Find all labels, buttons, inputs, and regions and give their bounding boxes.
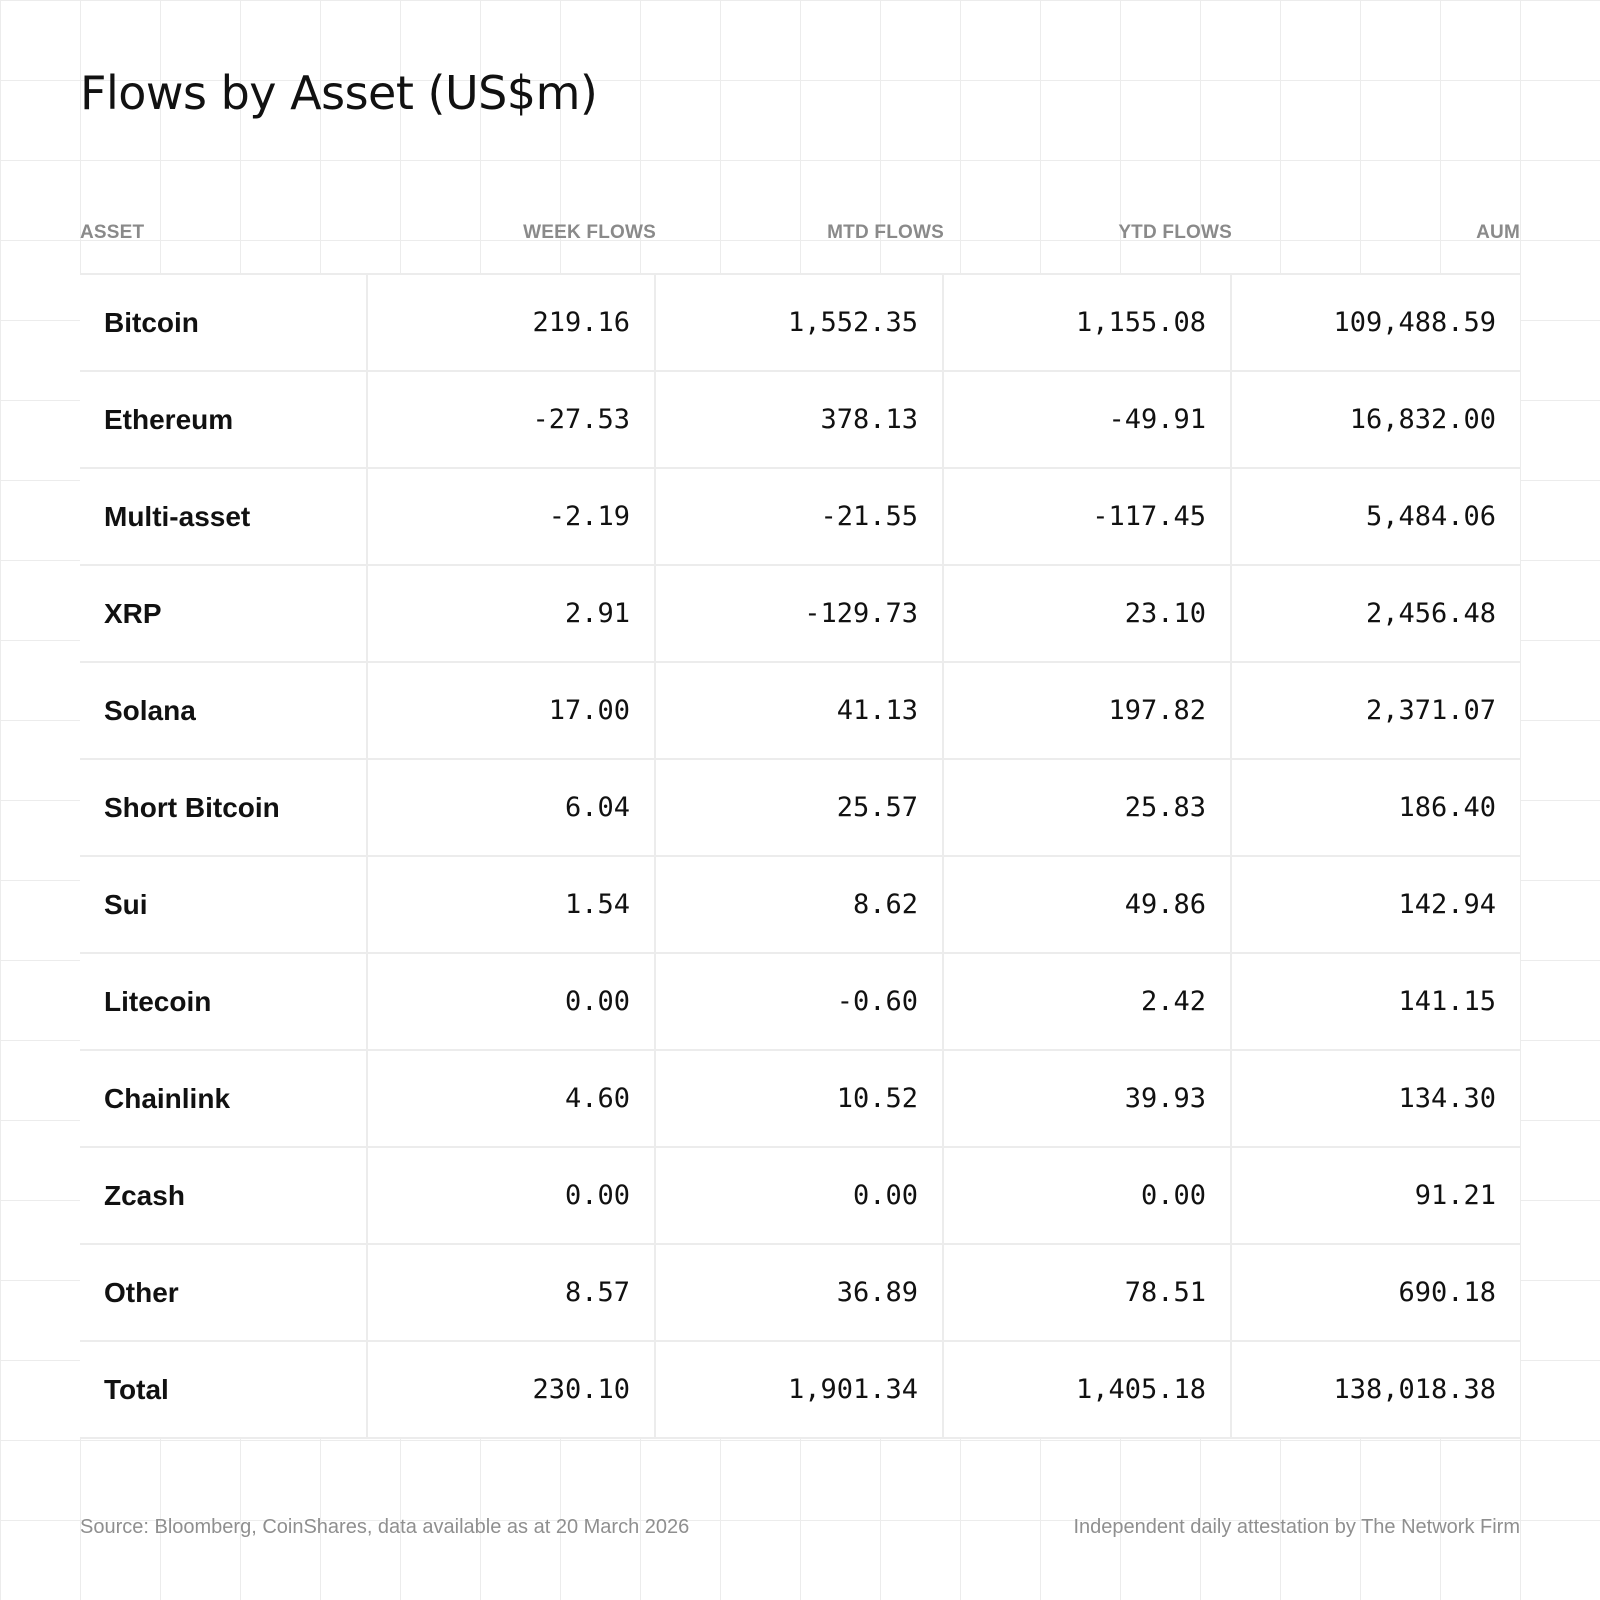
table-row: Solana 17.00 41.13 197.82 2,371.07 [80, 663, 1520, 760]
cell-asset: Total [80, 1342, 368, 1437]
cell-asset: Chainlink [80, 1051, 368, 1146]
flows-table: Bitcoin 219.16 1,552.35 1,155.08 109,488.59 E… [80, 273, 1520, 1439]
table-row: Sui 1.54 8.62 49.86 142.94 [80, 857, 1520, 954]
cell-aum: 141.15 [1398, 986, 1496, 1017]
chart-title: Flows by Asset (US$m) [80, 66, 598, 120]
cell-ytd-flows: 1,155.08 [944, 275, 1232, 370]
cell-week-flows: 8.57 [368, 1245, 656, 1340]
cell-mtd-flows: -21.55 [656, 469, 944, 564]
table-row: Multi-asset -2.19 -21.55 -117.45 5,484.06 [80, 469, 1520, 566]
cell-week-flows: 230.10 [368, 1342, 656, 1437]
cell-ytd-flows: 39.93 [944, 1051, 1232, 1146]
cell-mtd-flows: 0.00 [656, 1148, 944, 1243]
cell-week-flows: -27.53 [368, 372, 656, 467]
cell-mtd-flows: 10.52 [656, 1051, 944, 1146]
cell-aum: 16,832.00 [1349, 404, 1496, 435]
cell-aum: 134.30 [1398, 1083, 1496, 1114]
cell-asset: Zcash [80, 1148, 368, 1243]
cell-week-flows: 4.60 [368, 1051, 656, 1146]
table-row: XRP 2.91 -129.73 23.10 2,456.48 [80, 566, 1520, 663]
cell-aum: 690.18 [1398, 1277, 1496, 1308]
table-row: Zcash 0.00 0.00 0.00 91.21 [80, 1148, 1520, 1245]
cell-mtd-flows: 41.13 [656, 663, 944, 758]
cell-week-flows: 17.00 [368, 663, 656, 758]
cell-aum: 142.94 [1398, 889, 1496, 920]
column-header-aum: AUM [1476, 222, 1520, 243]
cell-mtd-flows: 36.89 [656, 1245, 944, 1340]
table-row: Ethereum -27.53 378.13 -49.91 16,832.00 [80, 372, 1520, 469]
cell-aum: 2,371.07 [1365, 695, 1496, 726]
cell-ytd-flows: 0.00 [944, 1148, 1232, 1243]
cell-mtd-flows: -129.73 [656, 566, 944, 661]
cell-aum: 5,484.06 [1365, 501, 1496, 532]
column-headers: ASSET WEEK FLOWS MTD FLOWS YTD FLOWS AUM [80, 222, 1520, 252]
cell-ytd-flows: 197.82 [944, 663, 1232, 758]
cell-ytd-flows: -117.45 [944, 469, 1232, 564]
cell-week-flows: 219.16 [368, 275, 656, 370]
table-row-total: Total 230.10 1,901.34 1,405.18 138,018.38 [80, 1342, 1520, 1439]
cell-week-flows: 0.00 [368, 1148, 656, 1243]
cell-mtd-flows: -0.60 [656, 954, 944, 1049]
cell-week-flows: 0.00 [368, 954, 656, 1049]
cell-asset: XRP [80, 566, 368, 661]
cell-aum: 186.40 [1398, 792, 1496, 823]
cell-ytd-flows: -49.91 [944, 372, 1232, 467]
cell-aum: 138,018.38 [1333, 1374, 1496, 1405]
cell-aum: 91.21 [1414, 1180, 1496, 1211]
cell-week-flows: 1.54 [368, 857, 656, 952]
cell-mtd-flows: 25.57 [656, 760, 944, 855]
cell-ytd-flows: 78.51 [944, 1245, 1232, 1340]
cell-asset: Sui [80, 857, 368, 952]
cell-asset: Litecoin [80, 954, 368, 1049]
column-header-mtd-flows: MTD FLOWS [827, 222, 944, 243]
cell-aum: 2,456.48 [1365, 598, 1496, 629]
cell-ytd-flows: 2.42 [944, 954, 1232, 1049]
cell-mtd-flows: 378.13 [656, 372, 944, 467]
source-note: Source: Bloomberg, CoinShares, data avai… [80, 1516, 690, 1538]
cell-week-flows: 6.04 [368, 760, 656, 855]
cell-asset: Ethereum [80, 372, 368, 467]
cell-asset: Bitcoin [80, 275, 368, 370]
column-header-week-flows: WEEK FLOWS [523, 222, 656, 243]
cell-mtd-flows: 1,901.34 [656, 1342, 944, 1437]
table-row: Other 8.57 36.89 78.51 690.18 [80, 1245, 1520, 1342]
cell-week-flows: -2.19 [368, 469, 656, 564]
table-row: Litecoin 0.00 -0.60 2.42 141.15 [80, 954, 1520, 1051]
cell-week-flows: 2.91 [368, 566, 656, 661]
cell-mtd-flows: 1,552.35 [656, 275, 944, 370]
cell-ytd-flows: 25.83 [944, 760, 1232, 855]
cell-ytd-flows: 23.10 [944, 566, 1232, 661]
cell-ytd-flows: 49.86 [944, 857, 1232, 952]
cell-asset: Other [80, 1245, 368, 1340]
column-header-ytd-flows: YTD FLOWS [1118, 222, 1232, 243]
cell-ytd-flows: 1,405.18 [944, 1342, 1232, 1437]
cell-asset: Short Bitcoin [80, 760, 368, 855]
table-row: Bitcoin 219.16 1,552.35 1,155.08 109,488.59 [80, 275, 1520, 372]
cell-asset: Multi-asset [80, 469, 368, 564]
table-row: Short Bitcoin 6.04 25.57 25.83 186.40 [80, 760, 1520, 857]
cell-aum: 109,488.59 [1333, 307, 1496, 338]
cell-mtd-flows: 8.62 [656, 857, 944, 952]
column-header-asset: ASSET [80, 222, 145, 243]
table-row: Chainlink 4.60 10.52 39.93 134.30 [80, 1051, 1520, 1148]
attestation-note: Independent daily attestation by The Net… [1073, 1516, 1520, 1538]
cell-asset: Solana [80, 663, 368, 758]
